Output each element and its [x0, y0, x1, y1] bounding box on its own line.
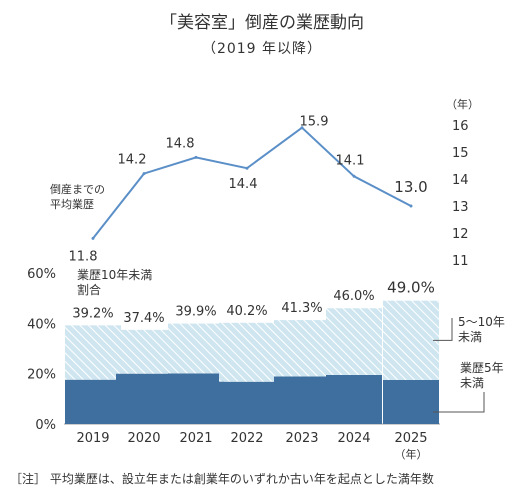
- bar-segment-5to10: [274, 320, 330, 377]
- bar-x-tick-label: 2024: [337, 431, 370, 446]
- line-point: [409, 204, 413, 208]
- line-value-label: 14.1: [336, 153, 365, 168]
- bar-x-tick-label: 2020: [127, 431, 160, 446]
- bar-total-label: 46.0%: [333, 289, 374, 304]
- bar-total-label: 40.2%: [226, 304, 267, 319]
- line-point: [245, 166, 249, 170]
- chart-subtitle: （2019 年以降）: [202, 41, 322, 57]
- line-point: [91, 236, 95, 240]
- bar-x-tick-label: 2025: [394, 431, 427, 446]
- bar-x-unit: （年）: [395, 447, 428, 461]
- bar-x-tick-label: 2019: [76, 431, 109, 446]
- legend-under5-leader: [433, 392, 485, 413]
- line-point: [142, 172, 146, 176]
- legend-5to10-label: 未満: [458, 330, 482, 344]
- line-y-tick-label: 13: [452, 200, 469, 215]
- line-y-tick-label: 14: [452, 173, 469, 188]
- bar-chart: 60% 40% 20% 0% 39.2% 2019 37.4% 2020 39.9% 2021 40…: [27, 267, 505, 461]
- bar-total-label: 39.9%: [175, 305, 216, 320]
- bar-segment-under5: [383, 379, 439, 424]
- line-y-tick-label: 16: [452, 119, 469, 134]
- bar-segment-under5: [168, 373, 224, 424]
- line-value-label: 14.8: [166, 136, 195, 151]
- line-value-label: 14.2: [118, 153, 147, 168]
- bar-y-tick-label: 20%: [27, 368, 56, 383]
- bar-segment-5to10: [326, 308, 382, 375]
- bar-y-tick-label: 40%: [27, 317, 56, 332]
- line-chart: 16 15 14 13 12 11 （年） 11.8 14.2 14.8 14.4 15.9 14.1 1…: [50, 97, 479, 269]
- legend-5to10-label: 5～10年: [458, 315, 505, 329]
- bar-y-tick-label: 0%: [35, 418, 56, 433]
- footnote: ［注］ 平均業歴は、設立年または創業年のいずれか古い年を起点とした満年数: [10, 471, 434, 486]
- bar-x-tick-label: 2021: [179, 431, 212, 446]
- bar-segment-under5: [219, 381, 275, 424]
- line-series-label: 倒産までの: [50, 183, 105, 196]
- legend-5to10-leader: [433, 318, 453, 341]
- bar-segment-under5: [65, 379, 121, 424]
- bar-segment-5to10: [219, 322, 275, 382]
- bar-segment-under5: [274, 376, 330, 424]
- bar-segment-5to10: [168, 323, 224, 374]
- bar-y-tick-label: 60%: [27, 267, 56, 282]
- line-y-unit: （年）: [446, 97, 479, 111]
- line-series-label: 平均業歴: [50, 198, 94, 211]
- line-point: [300, 126, 304, 130]
- bar-total-label: 39.2%: [72, 306, 113, 321]
- line-value-label: 11.8: [69, 249, 98, 264]
- line-value-label: 13.0: [394, 178, 427, 196]
- legend-under5-label: 未満: [460, 376, 484, 390]
- bar-segment-under5: [116, 373, 172, 424]
- bar-total-label: 37.4%: [123, 311, 164, 326]
- bar-total-label: 41.3%: [281, 301, 322, 316]
- bar-total-title: 業歴10年未満: [77, 268, 152, 282]
- bar-x-tick-label: 2023: [285, 431, 318, 446]
- bar-segment-5to10: [116, 329, 172, 374]
- line-y-tick-label: 11: [452, 254, 469, 269]
- line-y-tick-label: 12: [452, 227, 469, 242]
- line-point: [352, 174, 356, 178]
- bar-segment-5to10: [65, 325, 121, 380]
- line-value-label: 14.4: [229, 177, 258, 192]
- bar-total-label: 49.0%: [387, 279, 435, 297]
- legend-under5-label: 業歴5年: [460, 361, 504, 375]
- bar-total-title: 割合: [77, 282, 101, 297]
- bar-x-tick-label: 2022: [230, 431, 263, 446]
- chart-title: 「美容室」倒産の業歴動向: [160, 13, 364, 33]
- line-value-label: 15.9: [300, 115, 329, 130]
- bar-segment-5to10: [383, 300, 439, 380]
- line-point: [194, 155, 198, 159]
- line-y-tick-label: 15: [452, 146, 469, 161]
- bar-segment-under5: [326, 374, 382, 424]
